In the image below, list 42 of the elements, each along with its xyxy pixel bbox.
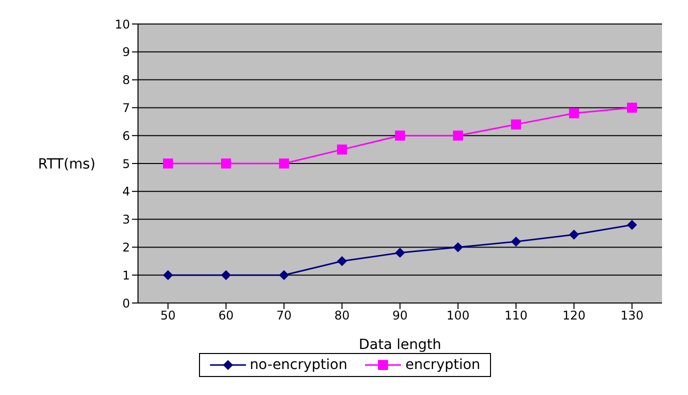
y-tick-label: 9 <box>122 45 130 60</box>
y-tick-label: 2 <box>122 240 130 254</box>
x-tick-label: 90 <box>392 308 408 323</box>
y-tick-label: 6 <box>122 128 130 143</box>
x-tick-label: 80 <box>334 308 350 323</box>
x-tick-label: 110 <box>504 308 528 323</box>
legend-label: encryption <box>404 357 480 373</box>
y-tick-label: 1 <box>122 268 130 282</box>
point <box>163 158 173 168</box>
y-tick-label: 7 <box>122 100 130 115</box>
x-tick-label: 70 <box>276 308 292 323</box>
x-tick-label: 120 <box>562 308 586 323</box>
point <box>221 158 231 168</box>
point <box>337 256 347 266</box>
point <box>453 130 463 141</box>
x-tick-label: 100 <box>446 308 470 323</box>
x-tick-label: 130 <box>620 308 644 323</box>
point <box>569 108 579 118</box>
point <box>279 158 289 168</box>
point <box>279 270 289 280</box>
point <box>453 242 463 252</box>
point <box>337 144 347 155</box>
y-tick-label: 4 <box>122 184 130 199</box>
point <box>627 102 637 113</box>
point <box>395 130 405 141</box>
y-tick-label: 0 <box>122 296 130 310</box>
point <box>627 220 637 230</box>
y-axis-title: RTT(ms) <box>38 156 96 172</box>
point <box>511 236 521 247</box>
y-tick-label: 3 <box>122 212 130 227</box>
point <box>163 270 173 280</box>
point <box>569 230 579 240</box>
legend-label: no-encryption <box>248 357 348 373</box>
point <box>221 270 231 280</box>
y-tick-label: 5 <box>122 156 130 171</box>
y-tick-label: 8 <box>122 73 130 88</box>
x-axis-title: Data length <box>358 337 442 353</box>
x-tick-label: 50 <box>160 308 176 323</box>
x-tick-label: 60 <box>218 308 234 323</box>
y-tick-label: 10 <box>114 17 130 32</box>
point <box>395 248 405 258</box>
point <box>511 119 521 130</box>
